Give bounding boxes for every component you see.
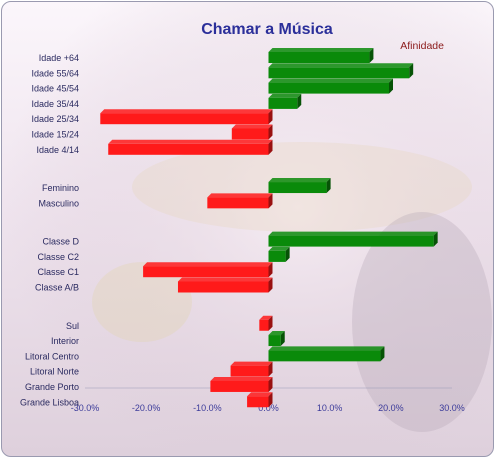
category-label: Feminino <box>42 183 79 193</box>
bar <box>268 231 438 247</box>
category-label: Sul <box>66 321 79 331</box>
category-label: Idade 55/64 <box>31 68 79 78</box>
bar <box>268 48 374 63</box>
category-label: Idade 35/44 <box>31 99 79 109</box>
x-tick-label: -10.0% <box>193 403 222 413</box>
category-labels: Idade +64 Idade 55/64 Idade 45/54 Idade 35/… <box>20 53 80 407</box>
category-label: Idade 4/14 <box>36 145 79 155</box>
bar <box>247 392 273 408</box>
bar <box>108 139 273 155</box>
category-label: Litoral Centro <box>25 351 79 361</box>
bar <box>268 331 285 347</box>
category-label: Idade 45/54 <box>31 84 79 94</box>
bar <box>231 124 273 140</box>
bar <box>268 246 290 262</box>
bar <box>268 178 331 194</box>
bar <box>207 193 273 209</box>
bar <box>143 262 273 278</box>
category-label: Grande Lisboa <box>20 397 79 407</box>
category-label: Classe D <box>42 237 79 247</box>
legend-label: Afinidade <box>400 40 444 52</box>
bar <box>230 361 273 377</box>
x-tick-label: 30.0% <box>439 403 465 413</box>
x-tick-label: -20.0% <box>132 403 161 413</box>
bar <box>268 78 393 94</box>
category-label: Classe A/B <box>35 283 79 293</box>
x-tick-label: 20.0% <box>378 403 404 413</box>
category-label: Idade 15/24 <box>31 130 79 140</box>
bar <box>268 63 414 79</box>
category-label: Idade 25/34 <box>31 114 79 124</box>
category-label: Interior <box>51 336 79 346</box>
x-tick-label: 0.0% <box>258 403 279 413</box>
bar <box>268 346 385 362</box>
bar <box>100 109 273 125</box>
bar <box>268 93 302 109</box>
category-label: Classe C1 <box>37 267 79 277</box>
bar <box>177 277 273 293</box>
category-label: Grande Porto <box>25 382 79 392</box>
bar <box>210 376 273 392</box>
x-tick-label: 10.0% <box>317 403 343 413</box>
category-label: Litoral Norte <box>30 367 79 377</box>
chart-title: Chamar a Música <box>201 21 333 38</box>
category-label: Masculino <box>38 198 79 208</box>
bar <box>259 315 273 331</box>
bars <box>100 48 438 408</box>
x-tick-label: -30.0% <box>71 403 100 413</box>
category-label: Classe C2 <box>37 252 79 262</box>
category-label: Idade +64 <box>39 53 79 63</box>
